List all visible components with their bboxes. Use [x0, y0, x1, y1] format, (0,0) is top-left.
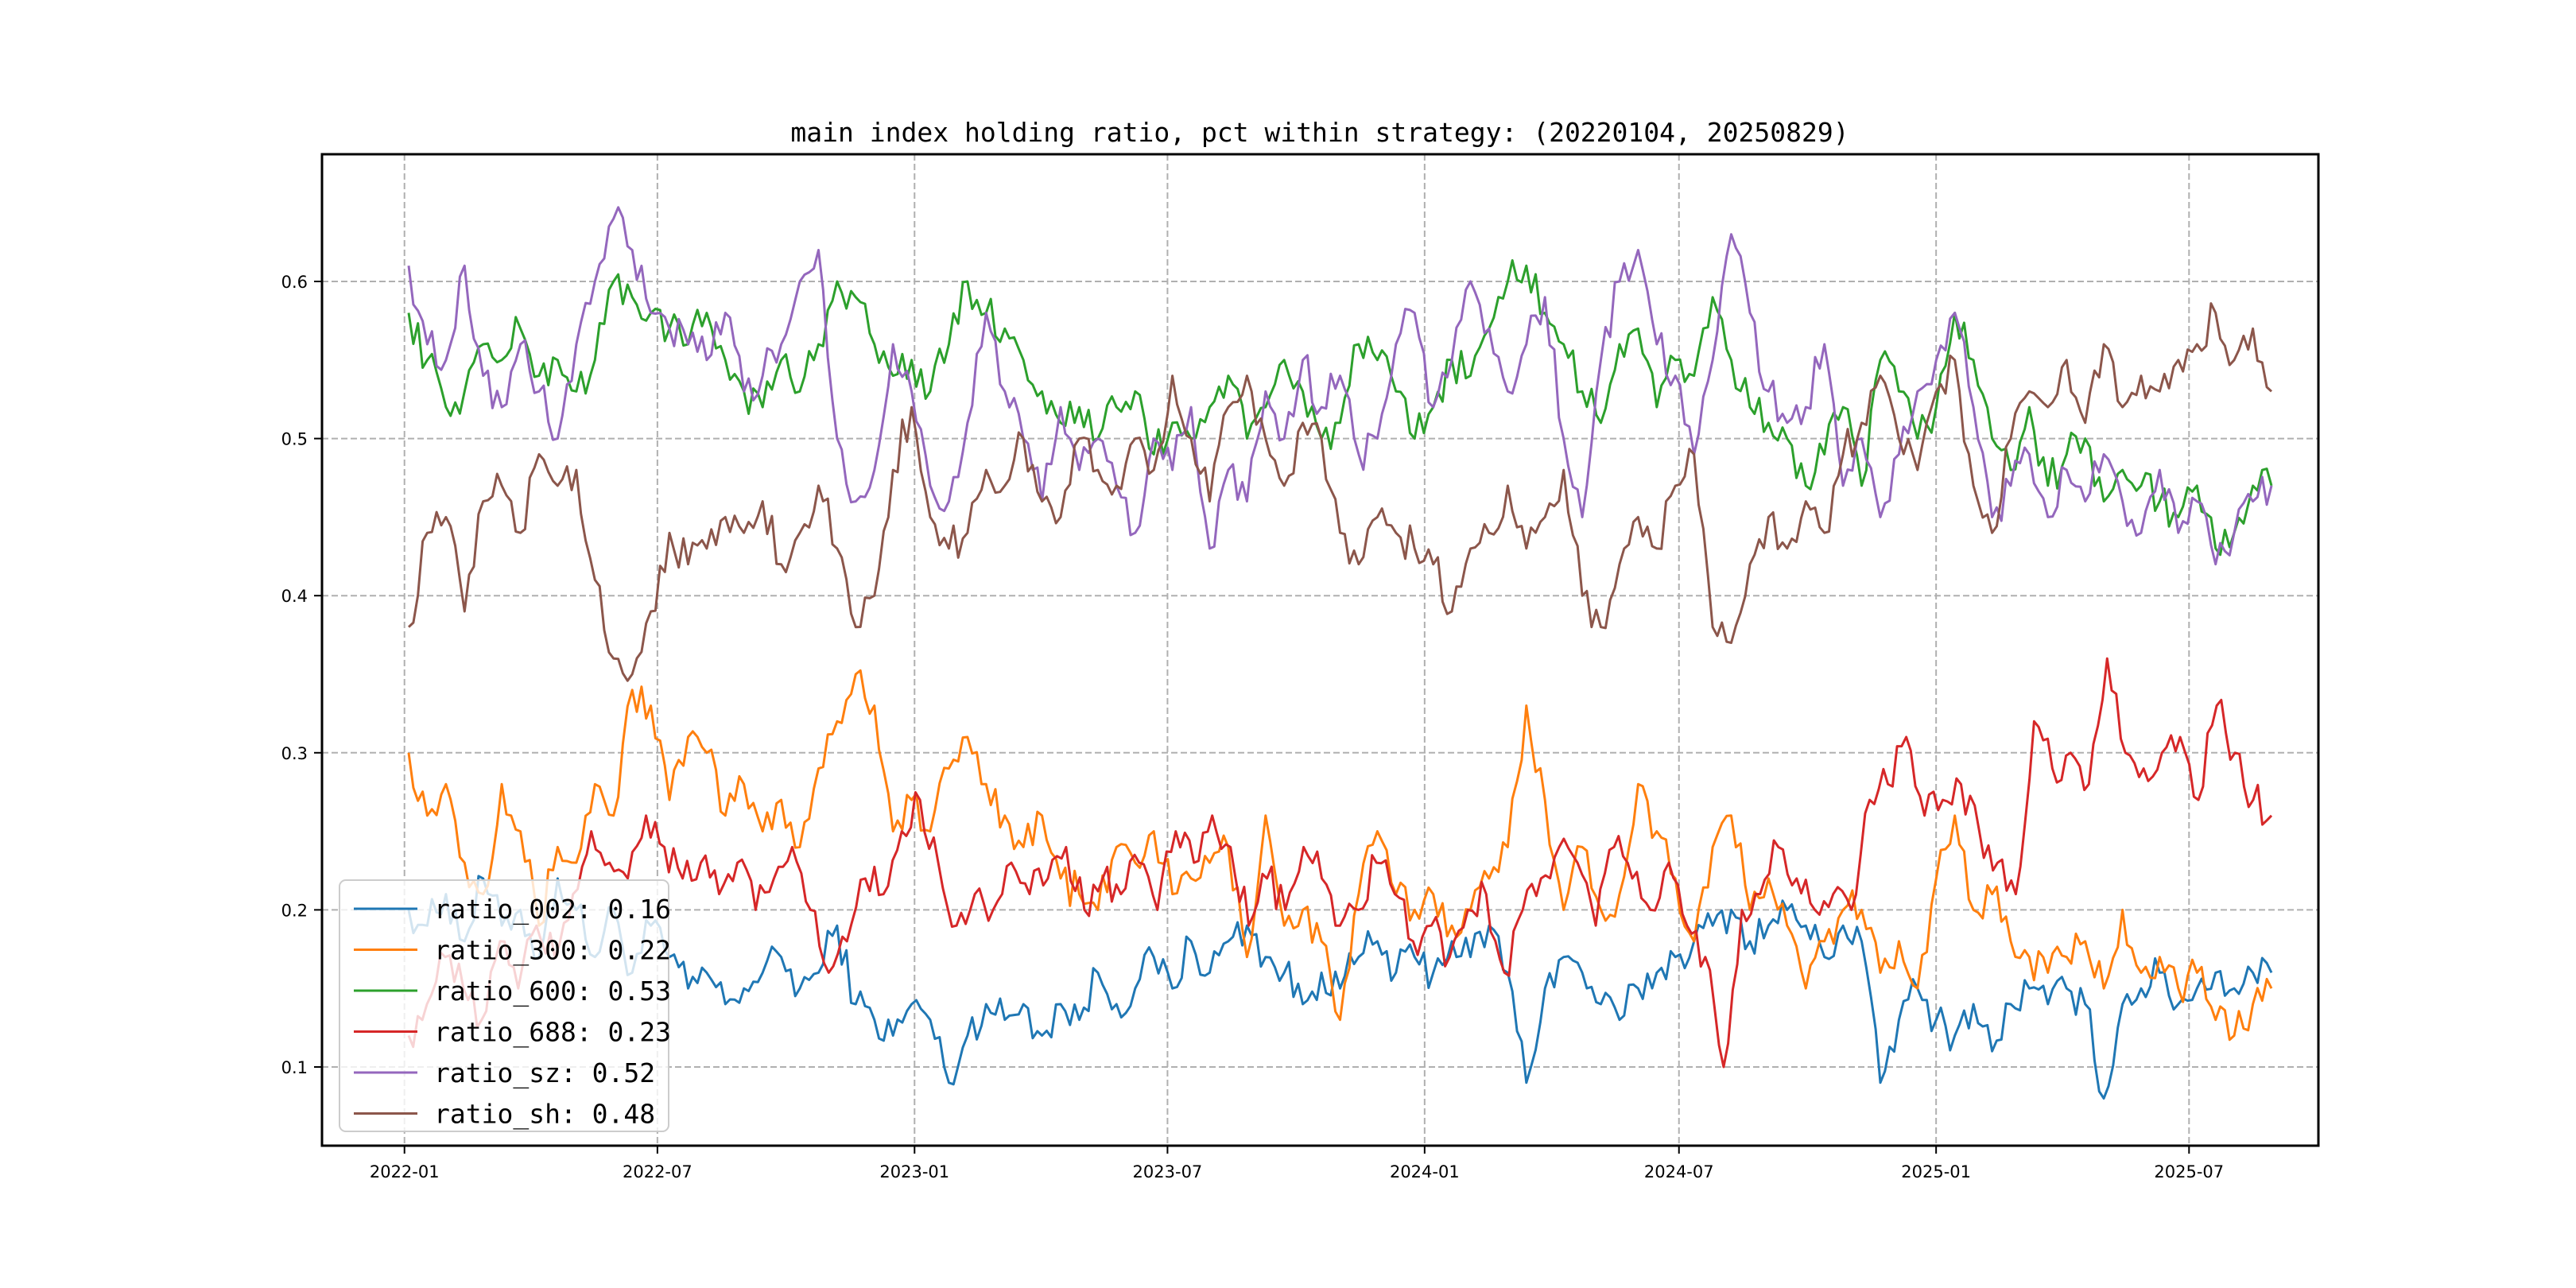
legend: ratio_002: 0.16 ratio_300: 0.22 ratio_600:…: [339, 879, 671, 1132]
y-tick-label: 0.2: [281, 901, 308, 920]
x-tick-label: 2023-07: [1133, 1162, 1203, 1181]
y-tick-label: 0.6: [281, 273, 308, 292]
series-line-ratio_688: [407, 657, 2273, 1069]
grid: [322, 154, 2318, 1146]
legend-label: ratio_300: 0.22: [434, 935, 671, 967]
y-tick-label: 0.1: [281, 1058, 308, 1077]
series-line-ratio_300: [407, 669, 2273, 1042]
legend-label: ratio_002: 0.16: [434, 894, 671, 925]
plot-frame: [320, 153, 2320, 1147]
legend-label: ratio_sz: 0.52: [434, 1057, 655, 1089]
legend-box: [339, 879, 669, 1132]
x-tick-label: 2025-07: [2154, 1162, 2224, 1181]
series-line-ratio_sh: [407, 302, 2273, 682]
y-tick-label: 0.4: [281, 587, 308, 606]
legend-label: ratio_sh: 0.48: [434, 1099, 655, 1131]
x-tick-label: 2024-07: [1644, 1162, 1714, 1181]
axis-ticks: 0.1 0.2 0.3 0.4 0.5 0.6 2022-01 2022-07 2023-01 2…: [281, 273, 2225, 1181]
series-line-ratio_sz: [407, 206, 2273, 566]
chart-title: main index holding ratio, pct within str…: [790, 117, 1849, 148]
y-tick-label: 0.5: [281, 430, 308, 449]
x-tick-label: 2023-01: [879, 1162, 949, 1181]
y-tick-label: 0.3: [281, 744, 308, 763]
x-tick-label: 2024-01: [1390, 1162, 1460, 1181]
legend-label: ratio_688: 0.23: [434, 1017, 671, 1049]
series-lines: [407, 206, 2273, 1100]
series-line-ratio_002: [407, 875, 2273, 1100]
x-tick-label: 2022-01: [370, 1162, 440, 1181]
legend-label: ratio_600: 0.53: [434, 976, 671, 1007]
x-tick-label: 2022-07: [623, 1162, 692, 1181]
x-tick-label: 2025-01: [1901, 1162, 1971, 1181]
